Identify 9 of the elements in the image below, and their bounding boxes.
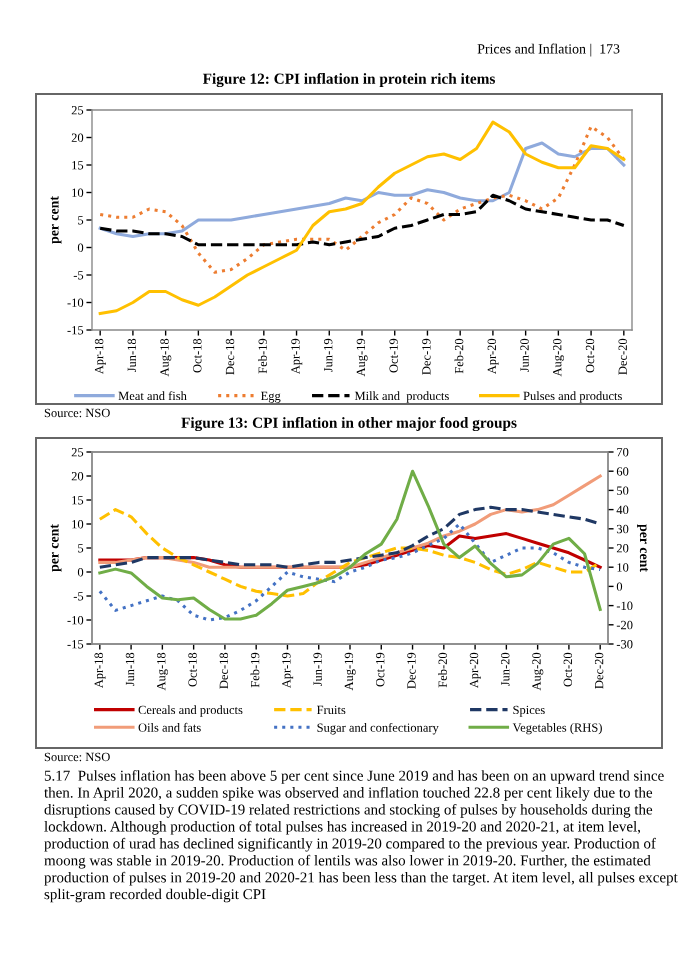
line-series [98,505,602,569]
line-series [98,124,626,274]
line-series [98,193,626,247]
line-series [98,120,626,316]
line-series [98,522,602,622]
line-series [98,508,602,598]
line-series [98,474,602,569]
line-series [98,141,626,239]
line-series [98,469,602,621]
